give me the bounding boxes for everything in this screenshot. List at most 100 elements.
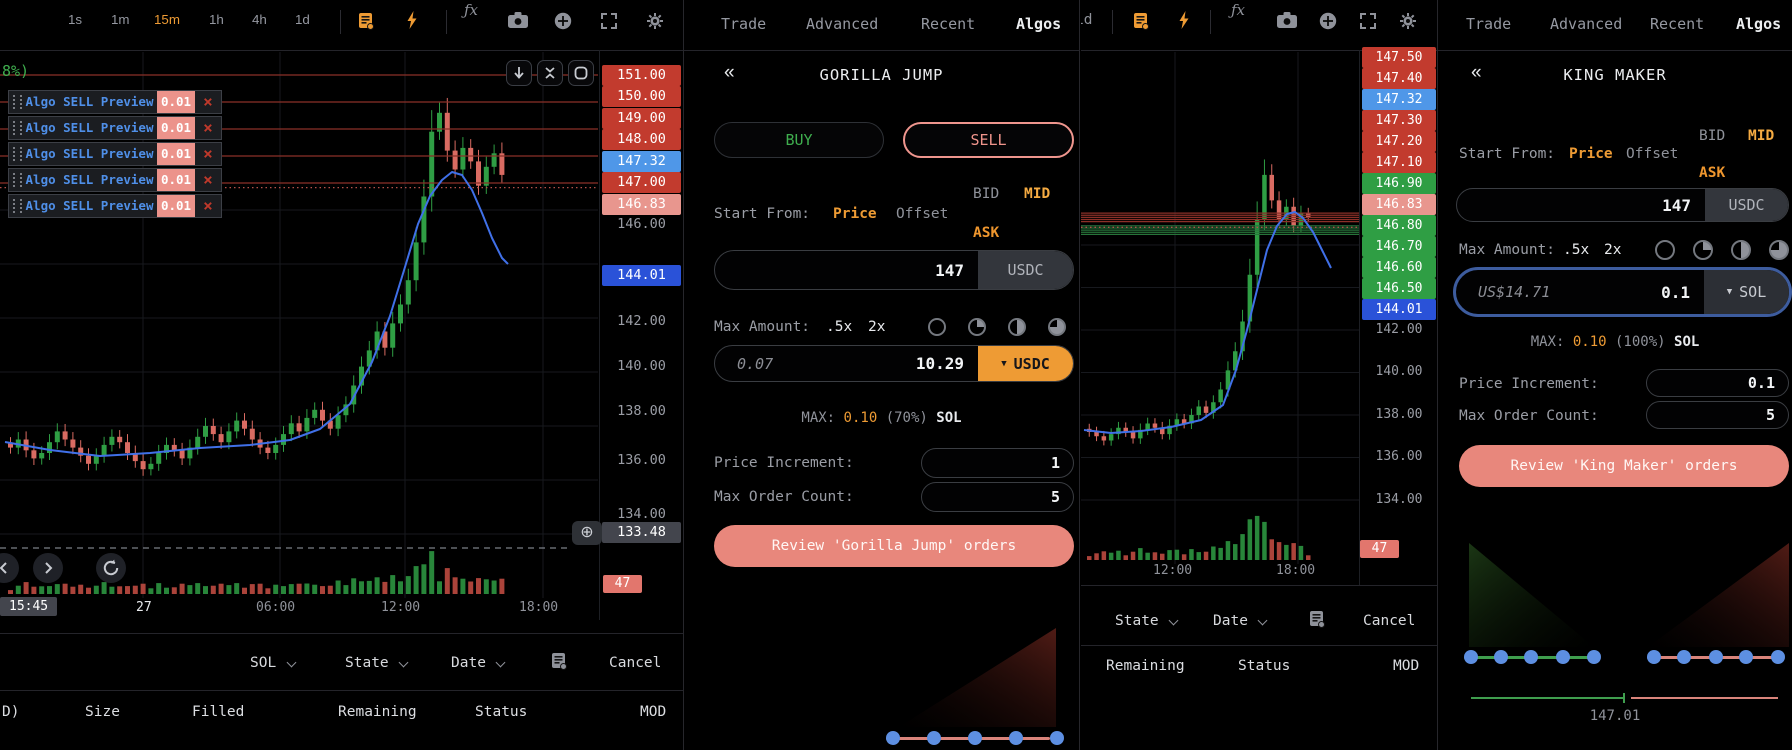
back-button[interactable]: « bbox=[724, 62, 735, 83]
timeframe-button[interactable]: 1d bbox=[291, 10, 314, 29]
tab-item[interactable]: Recent bbox=[1650, 15, 1705, 33]
pie-0-icon[interactable] bbox=[1655, 240, 1675, 260]
tab-item[interactable]: Recent bbox=[921, 15, 976, 33]
add-icon[interactable] bbox=[1319, 12, 1337, 30]
price-increment-input[interactable]: 0.1 bbox=[1646, 369, 1789, 397]
max-order-count-input[interactable]: 5 bbox=[1646, 401, 1789, 429]
drag-handle-icon[interactable] bbox=[13, 121, 22, 135]
amount-input[interactable]: 0.07 10.29 ▼ USDC bbox=[714, 345, 1074, 382]
date-filter[interactable]: Date bbox=[451, 655, 486, 671]
start-price-input[interactable]: 147 USDC bbox=[1456, 188, 1789, 222]
price-increment-input[interactable]: 1 bbox=[921, 448, 1074, 478]
camera-icon[interactable] bbox=[1277, 12, 1297, 28]
ask-option[interactable]: ASK bbox=[973, 225, 1000, 241]
algo-preview-row[interactable]: Algo SELL Preview 0.01 × bbox=[8, 168, 222, 192]
ask-option[interactable]: ASK bbox=[1699, 165, 1726, 181]
amount-input-focused[interactable]: US$14.71 0.1 ▼ SOL bbox=[1453, 267, 1792, 317]
drag-handle-icon[interactable] bbox=[13, 199, 22, 213]
close-icon[interactable]: × bbox=[203, 144, 213, 163]
half-x-option[interactable]: .5x bbox=[826, 319, 853, 335]
fullscreen-icon[interactable] bbox=[1359, 12, 1377, 30]
order-dot[interactable] bbox=[1494, 650, 1508, 664]
reset-scale-button[interactable] bbox=[568, 60, 594, 86]
add-icon[interactable] bbox=[554, 12, 572, 30]
close-icon[interactable]: × bbox=[203, 118, 213, 137]
pie-50-icon[interactable] bbox=[1731, 240, 1751, 260]
order-dot[interactable] bbox=[1709, 650, 1723, 664]
state-filter[interactable]: State bbox=[345, 655, 389, 671]
date-filter[interactable]: Date bbox=[1213, 613, 1248, 629]
two-x-option[interactable]: 2x bbox=[868, 319, 886, 335]
order-dot[interactable] bbox=[1677, 650, 1691, 664]
order-dot[interactable] bbox=[1556, 650, 1570, 664]
fullscreen-icon[interactable] bbox=[600, 12, 618, 30]
close-icon[interactable]: × bbox=[203, 92, 213, 111]
bid-option[interactable]: BID bbox=[973, 186, 1000, 202]
pie-25-icon[interactable] bbox=[968, 318, 986, 336]
settings-gear-icon[interactable] bbox=[646, 12, 664, 30]
close-icon[interactable]: × bbox=[203, 196, 213, 215]
order-dot[interactable] bbox=[886, 731, 900, 745]
order-dot[interactable] bbox=[1464, 650, 1478, 664]
timeframe-button[interactable]: 1h bbox=[205, 10, 228, 29]
scroll-to-latest-button[interactable] bbox=[506, 60, 532, 86]
timeframe-button[interactable]: 1m bbox=[107, 10, 134, 29]
tab-item[interactable]: Trade bbox=[721, 15, 767, 33]
start-price-input[interactable]: 147 USDC bbox=[714, 250, 1074, 290]
mid-option[interactable]: MID bbox=[1748, 128, 1775, 144]
pie-50-icon[interactable] bbox=[1008, 318, 1026, 336]
orders-log-icon[interactable] bbox=[1133, 12, 1150, 31]
lightning-icon[interactable] bbox=[406, 11, 418, 29]
refresh-button[interactable] bbox=[96, 553, 126, 583]
order-dot[interactable] bbox=[968, 731, 982, 745]
order-dot[interactable] bbox=[1739, 650, 1753, 664]
order-history-icon[interactable] bbox=[1309, 610, 1326, 629]
review-orders-button[interactable]: Review 'Gorilla Jump' orders bbox=[714, 525, 1074, 567]
start-price-value[interactable]: 147 bbox=[1662, 195, 1691, 215]
price-option[interactable]: Price bbox=[833, 206, 877, 222]
algo-preview-row[interactable]: Algo SELL Preview 0.01 × bbox=[8, 142, 222, 166]
order-dot[interactable] bbox=[1771, 650, 1785, 664]
drag-handle-icon[interactable] bbox=[13, 147, 22, 161]
timeframe-button[interactable]: 15m bbox=[150, 10, 184, 29]
nav-next-button[interactable] bbox=[33, 553, 63, 583]
order-dot[interactable] bbox=[1050, 731, 1064, 745]
sell-button[interactable]: SELL bbox=[903, 122, 1074, 158]
offset-option[interactable]: Offset bbox=[1626, 146, 1679, 162]
tab-item[interactable]: Algos bbox=[1016, 15, 1062, 33]
max-order-count-input[interactable]: 5 bbox=[921, 482, 1074, 512]
drag-handle-icon[interactable] bbox=[13, 173, 22, 187]
algo-preview-row[interactable]: Algo SELL Preview 0.01 × bbox=[8, 194, 222, 218]
price-option[interactable]: Price bbox=[1569, 146, 1613, 162]
cancel-button[interactable]: Cancel bbox=[1363, 613, 1416, 629]
order-dot[interactable] bbox=[1009, 731, 1023, 745]
order-dot[interactable] bbox=[1524, 650, 1538, 664]
symbol-filter[interactable]: SOL bbox=[250, 655, 277, 671]
amount-unit-dropdown[interactable]: ▼ SOL bbox=[1704, 270, 1789, 314]
pie-75-icon[interactable] bbox=[1769, 240, 1789, 260]
nav-prev-button[interactable] bbox=[0, 553, 19, 583]
drag-handle-icon[interactable] bbox=[13, 95, 22, 109]
order-dot[interactable] bbox=[1647, 650, 1661, 664]
mid-option[interactable]: MID bbox=[1024, 186, 1051, 202]
settings-gear-icon[interactable] bbox=[1399, 12, 1417, 30]
collapse-scale-button[interactable] bbox=[537, 60, 563, 86]
timeframe-button[interactable]: 1s bbox=[64, 10, 86, 29]
order-history-icon[interactable] bbox=[551, 652, 568, 671]
algo-preview-row[interactable]: Algo SELL Preview 0.01 × bbox=[8, 90, 222, 114]
timeframe-button[interactable]: 4h bbox=[248, 10, 271, 29]
amount-value[interactable]: 0.1 bbox=[1661, 282, 1690, 302]
start-price-value[interactable]: 147 bbox=[935, 260, 964, 280]
close-icon[interactable]: × bbox=[203, 170, 213, 189]
bid-option[interactable]: BID bbox=[1699, 128, 1726, 144]
orders-log-icon[interactable] bbox=[358, 12, 375, 31]
amount-value[interactable]: 10.29 bbox=[915, 354, 964, 373]
tab-item[interactable]: Advanced bbox=[806, 15, 879, 33]
amount-unit-dropdown[interactable]: ▼ USDC bbox=[978, 346, 1073, 381]
algo-preview-row[interactable]: Algo SELL Preview 0.01 × bbox=[8, 116, 222, 140]
buy-button[interactable]: BUY bbox=[714, 122, 884, 158]
pie-25-icon[interactable] bbox=[1693, 240, 1713, 260]
review-orders-button[interactable]: Review 'King Maker' orders bbox=[1459, 445, 1789, 487]
tab-item[interactable]: Algos bbox=[1736, 15, 1782, 33]
state-filter[interactable]: State bbox=[1115, 613, 1159, 629]
